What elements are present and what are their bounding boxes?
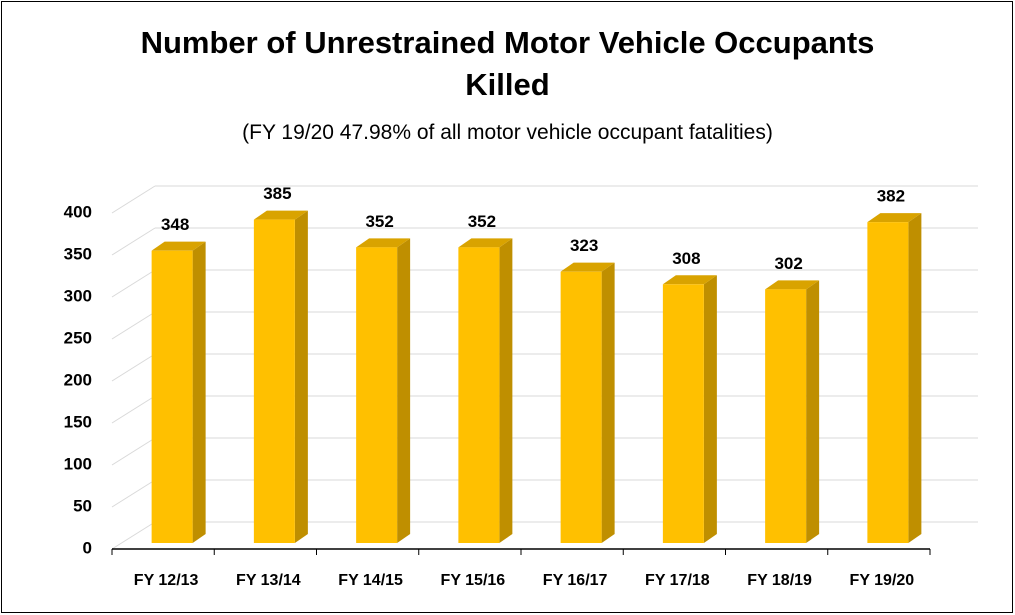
x-tick-label: FY 14/15 — [338, 572, 403, 589]
bar — [560, 262, 615, 543]
grid-line-side — [111, 479, 156, 508]
data-label: 302 — [774, 254, 802, 273]
bar-front — [458, 247, 500, 543]
y-tick-label: 50 — [73, 496, 92, 515]
data-label: 385 — [263, 184, 291, 203]
bar-top — [560, 262, 615, 272]
bar — [151, 241, 206, 543]
chart-subtitle: (FY 19/20 47.98% of all motor vehicle oc… — [242, 121, 773, 144]
bar — [458, 238, 513, 543]
x-tick-label: FY 12/13 — [134, 572, 199, 589]
bar-top — [253, 210, 308, 220]
data-label: 348 — [161, 215, 189, 234]
x-tick-label: FY 16/17 — [543, 572, 608, 589]
grid-line-side — [111, 311, 156, 340]
bar — [356, 238, 411, 543]
bar — [867, 213, 922, 543]
data-label: 352 — [365, 212, 393, 231]
grid-line-side — [111, 395, 156, 424]
x-tick-label: FY 17/18 — [645, 572, 710, 589]
bar-side — [908, 213, 922, 543]
bar-front — [151, 250, 193, 543]
bar-side — [397, 238, 411, 543]
bar-front — [356, 247, 398, 543]
y-tick-label: 350 — [64, 244, 92, 263]
bar-front — [662, 284, 704, 543]
x-tick-label: FY 18/19 — [747, 572, 812, 589]
grid-line-side — [111, 269, 156, 298]
bar-front — [765, 289, 807, 543]
y-tick-label: 150 — [64, 412, 92, 431]
data-label: 308 — [672, 249, 700, 268]
bar-top — [867, 213, 922, 223]
bar-side — [192, 241, 206, 543]
bar-top — [458, 238, 513, 248]
bar-side — [499, 238, 513, 543]
y-tick-label: 0 — [83, 538, 92, 557]
y-tick-label: 200 — [64, 370, 92, 389]
grid-line-side — [111, 227, 156, 256]
bar-top — [151, 241, 206, 251]
bar — [253, 210, 308, 543]
bar-side — [806, 280, 820, 543]
bar-top — [662, 275, 717, 285]
y-tick-label: 300 — [64, 286, 92, 305]
bar — [765, 280, 820, 543]
grid-line-side — [111, 437, 156, 466]
bar-front — [867, 222, 909, 543]
bar-side — [294, 210, 308, 543]
grid-line-side — [111, 185, 156, 214]
bar-top — [356, 238, 411, 248]
grid-line-side — [111, 353, 156, 382]
x-tick-label: FY 13/14 — [236, 572, 301, 589]
y-tick-label: 250 — [64, 328, 92, 347]
y-tick-label: 400 — [64, 202, 92, 221]
y-tick-label: 100 — [64, 454, 92, 473]
bar — [662, 275, 717, 543]
grid-line-side — [111, 521, 156, 550]
bar-front — [253, 219, 295, 543]
bar-side — [601, 262, 615, 543]
bar-side — [703, 275, 717, 543]
bar-front — [560, 271, 602, 543]
x-tick-label: FY 15/16 — [441, 572, 506, 589]
chart-title: Number of Unrestrained Motor Vehicle Occ… — [140, 25, 875, 102]
data-label: 323 — [570, 236, 598, 255]
data-label: 352 — [468, 212, 496, 231]
bar-top — [765, 280, 820, 290]
data-label: 382 — [877, 187, 905, 206]
x-tick-label: FY 19/20 — [850, 572, 915, 589]
